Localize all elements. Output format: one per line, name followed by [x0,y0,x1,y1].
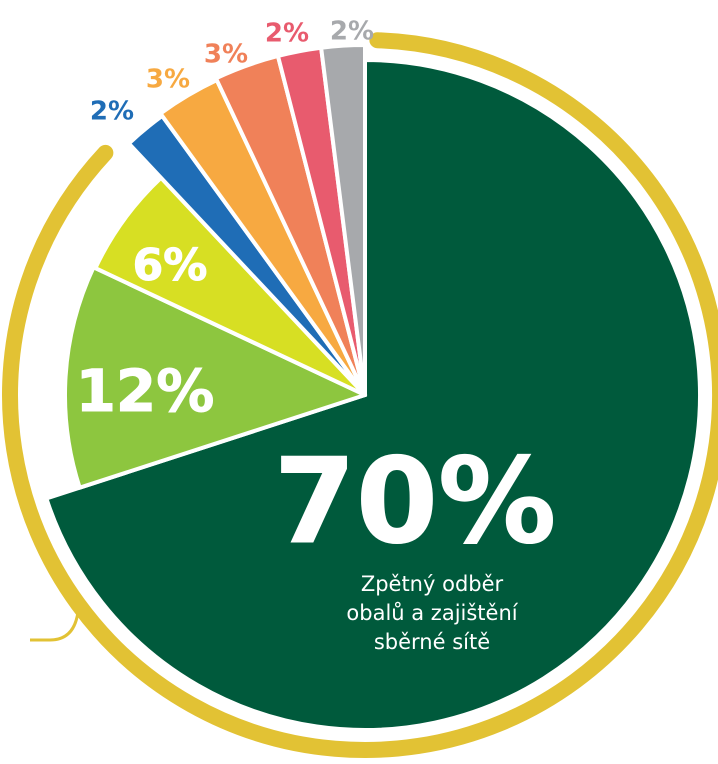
value-label: 6% [133,240,208,291]
pie-slice [44,58,702,732]
value-label: 70% [274,432,556,570]
value-label: 2% [90,97,134,127]
value-label: 12% [76,357,215,425]
value-label: 3% [204,40,248,70]
annotation: sběrné sítě [374,630,490,654]
value-label: 2% [265,19,309,49]
annotation: obalů a zajištění [346,601,518,625]
value-label: 3% [146,65,190,95]
pie-slice [319,43,367,397]
ring [2,32,718,758]
annotation: Zpětný odběr [361,572,504,596]
leader-line [30,611,80,642]
value-label: 2% [330,17,374,47]
pie-slice [63,265,367,490]
